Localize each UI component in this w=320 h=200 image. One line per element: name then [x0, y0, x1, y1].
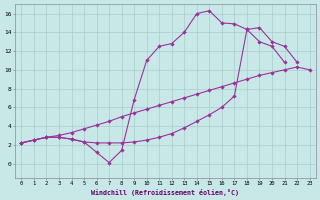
X-axis label: Windchill (Refroidissement éolien,°C): Windchill (Refroidissement éolien,°C) — [92, 189, 239, 196]
